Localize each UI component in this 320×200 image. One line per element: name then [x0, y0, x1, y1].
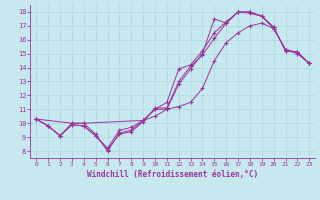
- X-axis label: Windchill (Refroidissement éolien,°C): Windchill (Refroidissement éolien,°C): [87, 170, 258, 179]
